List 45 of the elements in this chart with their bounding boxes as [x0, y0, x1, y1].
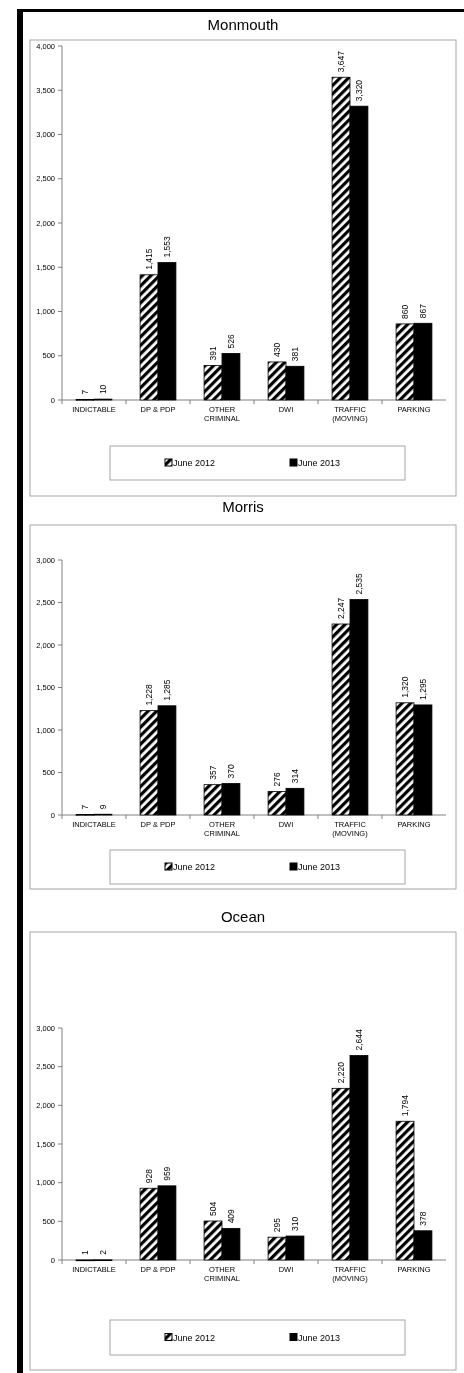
chart-title: Ocean [220, 908, 266, 925]
data-label: 391 [208, 345, 219, 361]
legend-label: June 2013 [298, 862, 341, 873]
data-label: 9 [97, 804, 108, 810]
data-label: 2,535 [353, 572, 364, 595]
chart-title: Morris [222, 498, 264, 515]
legend-label: June 2012 [173, 862, 216, 873]
legend-label: June 2012 [173, 458, 216, 469]
data-label: 1,295 [417, 678, 428, 700]
chart-title: Monmouth [207, 16, 279, 33]
legend-label: June 2013 [298, 458, 341, 469]
data-label: 928 [144, 1168, 155, 1184]
data-label: 378 [417, 1211, 428, 1226]
data-label: 2 [97, 1249, 108, 1255]
data-label: 276 [272, 772, 283, 787]
data-label: 357 [208, 765, 219, 780]
data-label: 3,320 [353, 79, 364, 102]
legend-label: June 2012 [173, 1332, 216, 1343]
data-label: 409 [225, 1208, 236, 1224]
data-label: 7 [80, 389, 91, 395]
data-label: 1 [80, 1249, 91, 1255]
data-label: 295 [272, 1217, 283, 1233]
data-label: 2,644 [353, 1028, 364, 1051]
data-label: 867 [417, 303, 428, 319]
data-label: 370 [225, 764, 236, 779]
data-label: 381 [289, 346, 300, 362]
data-label: 1,285 [161, 679, 172, 701]
data-label: 959 [161, 1166, 172, 1181]
data-label: 7 [80, 804, 91, 810]
data-label: 314 [289, 768, 300, 784]
data-label: 504 [208, 1201, 219, 1217]
data-label: 1,320 [400, 676, 411, 698]
legend-label: June 2013 [298, 1332, 341, 1343]
data-label: 3,647 [336, 50, 347, 73]
data-label: 10 [97, 384, 108, 395]
data-label: 2,247 [336, 597, 347, 620]
data-label: 430 [272, 342, 283, 357]
data-label: 1,415 [144, 248, 155, 270]
data-label: 1,794 [400, 1094, 411, 1117]
data-label: 1,228 [144, 684, 155, 706]
data-label: 310 [289, 1216, 300, 1232]
data-label: 1,553 [161, 236, 172, 258]
data-label: 860 [400, 304, 411, 319]
data-label: 526 [225, 333, 236, 349]
data-label: 2,220 [336, 1061, 347, 1084]
